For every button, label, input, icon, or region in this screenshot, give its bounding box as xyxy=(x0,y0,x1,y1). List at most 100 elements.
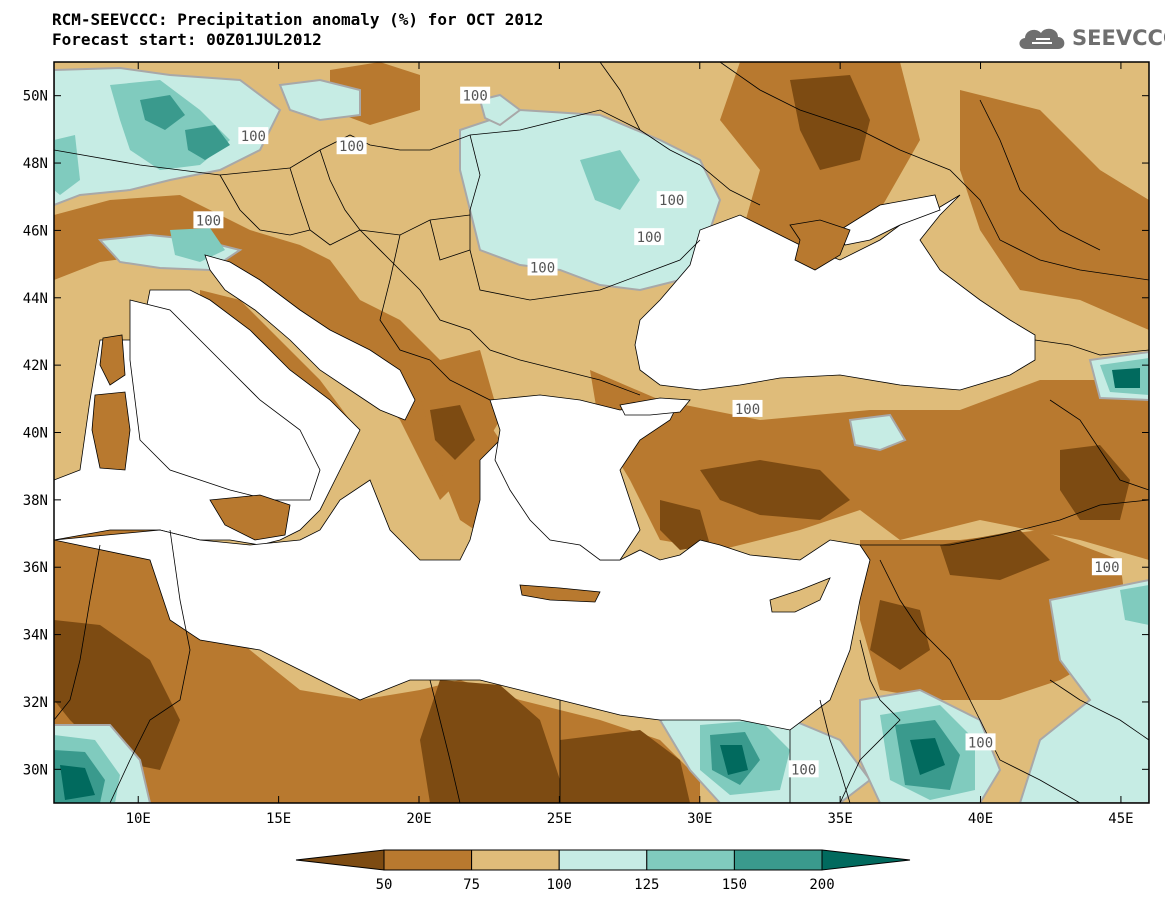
field-patch-125-150 xyxy=(1120,585,1149,625)
contour-label-box xyxy=(238,127,269,145)
legend-swatch xyxy=(471,849,560,871)
country-border xyxy=(979,99,1101,251)
contour-label-100: 100 xyxy=(1094,560,1119,576)
contour-label-box xyxy=(656,191,687,209)
country-border xyxy=(429,219,471,261)
country-border xyxy=(839,639,901,803)
contour-label-box xyxy=(527,258,558,276)
legend-swatch-above-200 xyxy=(821,849,911,871)
logo-text: SEEVCCC xyxy=(1072,26,1165,50)
legend-label: 200 xyxy=(809,877,834,893)
contour-labels: 100 100 100 100 100 100 100 100 100 100 100 xyxy=(193,86,1122,778)
contour-label-100: 100 xyxy=(968,735,993,751)
lat-tick-label: 36N xyxy=(23,560,48,576)
contour-label-100: 100 xyxy=(791,762,816,778)
field-patch-50-75 xyxy=(720,62,920,280)
legend-label: 50 xyxy=(376,877,393,893)
legend-swatch-below-50 xyxy=(295,849,385,871)
lon-tick-label: 45E xyxy=(1108,811,1133,827)
black-sea xyxy=(634,194,1036,391)
contour-label-100: 100 xyxy=(735,402,760,418)
country-border xyxy=(429,359,491,401)
legend-label: 100 xyxy=(547,877,572,893)
country-border xyxy=(469,134,701,301)
field-patch-above-200 xyxy=(720,745,748,775)
field-patch-125-150 xyxy=(54,135,80,195)
lon-tick-label: 40E xyxy=(968,811,993,827)
country-border xyxy=(819,699,851,803)
lat-tick-label: 48N xyxy=(23,156,48,172)
country-border xyxy=(879,559,1081,803)
sea-mask xyxy=(54,194,1036,731)
field-patch-50-75 xyxy=(960,90,1149,330)
contour-label-100: 100 xyxy=(659,193,684,209)
legend-label: 150 xyxy=(722,877,747,893)
contour-label-100: 100 xyxy=(530,260,555,276)
legend-swatch xyxy=(733,849,823,871)
field-patch-below-50 xyxy=(790,75,870,170)
island-corsica xyxy=(99,334,126,386)
contour-label-box xyxy=(336,137,367,155)
island-sicily xyxy=(209,494,291,541)
lat-tick-label: 32N xyxy=(23,695,48,711)
lat-tick-label: 46N xyxy=(23,223,48,239)
seevccc-logo: SEEVCCC xyxy=(1016,20,1165,56)
field-patch-125-150 xyxy=(170,228,225,262)
country-border xyxy=(429,679,461,803)
contour-label-box xyxy=(732,399,763,417)
country-border xyxy=(1049,399,1149,491)
lat-tick-label: 50N xyxy=(23,89,48,105)
country-border xyxy=(219,174,311,236)
country-border xyxy=(860,499,1149,546)
country-border xyxy=(359,229,641,396)
country-border xyxy=(1034,339,1149,356)
country-border xyxy=(1049,679,1149,741)
map-title: RCM-SEEVCCC: Precipitation anomaly (%) f… xyxy=(52,10,543,50)
field-patch-150-200 xyxy=(185,125,230,160)
legend-swatch xyxy=(383,849,473,871)
contour-label-box xyxy=(460,86,491,104)
lat-tick-label: 34N xyxy=(23,628,48,644)
contour-label-100: 100 xyxy=(196,213,221,229)
field-patch-below-50 xyxy=(660,500,710,550)
lat-tick-label: 42N xyxy=(23,358,48,374)
field-patch-125-150 xyxy=(580,150,640,210)
country-border xyxy=(109,529,191,803)
contour-label-box xyxy=(965,733,996,751)
field-patch-50-75 xyxy=(590,370,1149,560)
country-border xyxy=(54,544,101,721)
central-mediterranean xyxy=(54,439,871,731)
country-border xyxy=(559,109,761,206)
island-crete xyxy=(519,584,601,603)
cloud-logo-icon xyxy=(1019,28,1065,49)
island-cyprus xyxy=(769,577,831,613)
field-patch-below-50 xyxy=(940,530,1050,580)
sea-of-azov xyxy=(839,194,941,246)
country-border xyxy=(379,234,431,361)
field-patch-above-200 xyxy=(910,738,945,775)
adriatic-sea xyxy=(204,254,416,421)
tyrrhenian-sea xyxy=(129,299,321,501)
lon-tick-label: 25E xyxy=(547,811,572,827)
contour-label-box xyxy=(193,211,224,229)
contour-label-box xyxy=(788,760,819,778)
lon-tick-label: 15E xyxy=(266,811,291,827)
title-line-1: RCM-SEEVCCC: Precipitation anomaly (%) f… xyxy=(52,10,544,29)
island-sardinia xyxy=(91,391,131,471)
lat-tick-label: 40N xyxy=(23,426,48,442)
lon-tick-label: 35E xyxy=(828,811,853,827)
color-legend: 50 75 100 125 150 200 xyxy=(295,849,911,893)
contour-label-box xyxy=(634,228,665,246)
lon-tick-label: 20E xyxy=(406,811,431,827)
sea-of-marmara xyxy=(619,397,691,416)
legend-swatch xyxy=(558,849,648,871)
field-patch-below-50 xyxy=(870,600,930,670)
contour-label-100: 100 xyxy=(241,129,266,145)
field-patch-above-200 xyxy=(1112,368,1140,388)
legend-label: 125 xyxy=(634,877,659,893)
field-patch-150-200 xyxy=(140,95,185,130)
field-patch-100-125 xyxy=(848,413,907,452)
contour-label-100: 100 xyxy=(339,139,364,155)
country-border xyxy=(719,62,1149,281)
